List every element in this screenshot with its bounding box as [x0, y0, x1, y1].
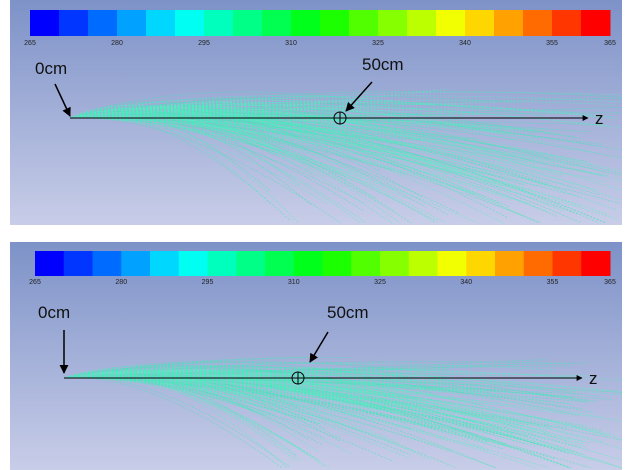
axis-label: z	[589, 369, 598, 388]
panel: 265 280 295 310 325 340 355 365 z 0cm 50cm	[10, 242, 622, 470]
colorbar-cell	[466, 251, 495, 276]
colorbar-tick-label: 295	[202, 279, 214, 286]
colorbar-tick-label: 265	[29, 279, 41, 286]
colorbar-cell	[204, 10, 234, 36]
colorbar-cell	[146, 10, 176, 36]
source-label: 0cm	[38, 303, 70, 322]
colorbar-cell	[179, 251, 208, 276]
colorbar-cell	[233, 10, 263, 36]
colorbar-cell	[552, 10, 582, 36]
colorbar-cell	[64, 251, 93, 276]
colorbar-tick-label: 340	[459, 40, 471, 47]
panel: 265 280 295 310 325 340 355 365 z 0cm 50cm	[10, 0, 622, 225]
colorbar-cell	[88, 10, 118, 36]
colorbar-cell	[436, 10, 466, 36]
colorbar-cell	[262, 10, 292, 36]
colorbar-cell	[35, 251, 64, 276]
mark-label: 50cm	[327, 303, 369, 322]
colorbar-tick-label: 365	[604, 279, 616, 286]
colorbar-cell	[495, 251, 524, 276]
colorbar-cell	[208, 251, 237, 276]
colorbar-cell	[291, 10, 321, 36]
colorbar-cell	[121, 251, 150, 276]
source-label: 0cm	[35, 59, 67, 78]
colorbar-cell	[407, 10, 437, 36]
colorbar-cell	[320, 10, 350, 36]
panel-background	[10, 242, 622, 470]
colorbar-cell	[265, 251, 294, 276]
colorbar-cell	[323, 251, 352, 276]
colorbar-tick-label: 265	[24, 40, 36, 47]
colorbar-tick-label: 280	[111, 40, 123, 47]
colorbar-cell	[349, 10, 379, 36]
colorbar-cell	[351, 251, 380, 276]
colorbar-cell	[236, 251, 265, 276]
mark-label: 50cm	[362, 55, 404, 74]
colorbar-tick-label: 355	[546, 40, 558, 47]
colorbar-cell	[581, 251, 610, 276]
colorbar-tick-label: 325	[372, 40, 384, 47]
figure: 265 280 295 310 325 340 355 365 z 0cm 50cm 265 280 29…	[0, 0, 632, 470]
colorbar-tick-label: 340	[460, 279, 472, 286]
colorbar-cell	[378, 10, 408, 36]
colorbar-cell	[380, 251, 409, 276]
colorbar-cell	[523, 10, 553, 36]
colorbar-cell	[175, 10, 205, 36]
colorbar-cell	[524, 251, 553, 276]
colorbar-cell	[294, 251, 323, 276]
colorbar-tick-label: 365	[604, 40, 616, 47]
colorbar-tick-label: 310	[285, 40, 297, 47]
colorbar-tick-label: 355	[547, 279, 559, 286]
colorbar-cell	[117, 10, 147, 36]
colorbar-cell	[409, 251, 438, 276]
colorbar-cell	[465, 10, 495, 36]
colorbar-cell	[581, 10, 611, 36]
axis-label: z	[595, 109, 604, 128]
colorbar-cell	[438, 251, 467, 276]
colorbar-cell	[150, 251, 179, 276]
colorbar-cell	[59, 10, 89, 36]
colorbar-cell	[553, 251, 582, 276]
colorbar-tick-label: 280	[115, 279, 127, 286]
colorbar-tick-label: 295	[198, 40, 210, 47]
colorbar-cell	[93, 251, 122, 276]
colorbar-tick-label: 310	[288, 279, 300, 286]
colorbar-tick-label: 325	[374, 279, 386, 286]
colorbar-cell	[494, 10, 524, 36]
colorbar-cell	[30, 10, 60, 36]
